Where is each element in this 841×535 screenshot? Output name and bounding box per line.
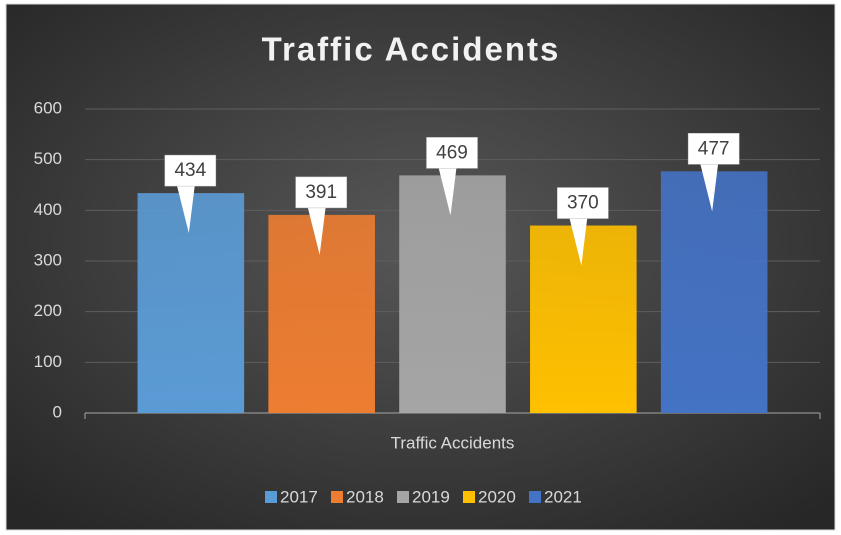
x-tick-label: Traffic Accidents [391,433,515,452]
y-tick-label: 400 [34,200,62,219]
data-label: 434 [174,160,206,181]
bar [530,225,637,413]
bar [137,193,245,413]
data-label-pointer [176,185,195,234]
data-label: 477 [698,138,730,159]
y-tick-label: 100 [34,352,62,371]
data-label-pointer [438,167,457,216]
y-tick-label: 200 [34,301,62,320]
legend-label: 2017 [280,487,318,506]
data-label-pointer [569,217,588,266]
legend-swatch [397,491,409,503]
data-label-pointer [700,163,719,212]
bar [268,214,375,413]
legend-label: 2018 [346,487,384,506]
legend-label: 2019 [412,487,450,506]
bar [399,175,506,413]
legend-swatch [463,491,475,503]
data-label-box [687,133,740,165]
y-tick-label: 600 [34,98,62,117]
legend-label: 2020 [478,487,516,506]
data-label: 391 [305,182,337,203]
data-label: 469 [436,142,468,163]
y-tick-label: 500 [34,149,62,168]
legend-label: 2021 [544,487,582,506]
legend-swatch [331,491,343,503]
chart-title: Traffic Accidents [262,31,561,68]
data-label-box [557,187,609,219]
data-label-box [295,176,347,209]
y-tick-label: 0 [53,402,62,421]
y-tick-label: 300 [34,250,62,269]
legend-swatch [529,491,541,503]
data-label: 370 [567,193,599,214]
data-label-box [164,154,217,187]
legend-swatch [265,491,277,503]
data-label-box [426,137,478,169]
bar [660,171,768,413]
data-label-pointer [307,206,326,255]
